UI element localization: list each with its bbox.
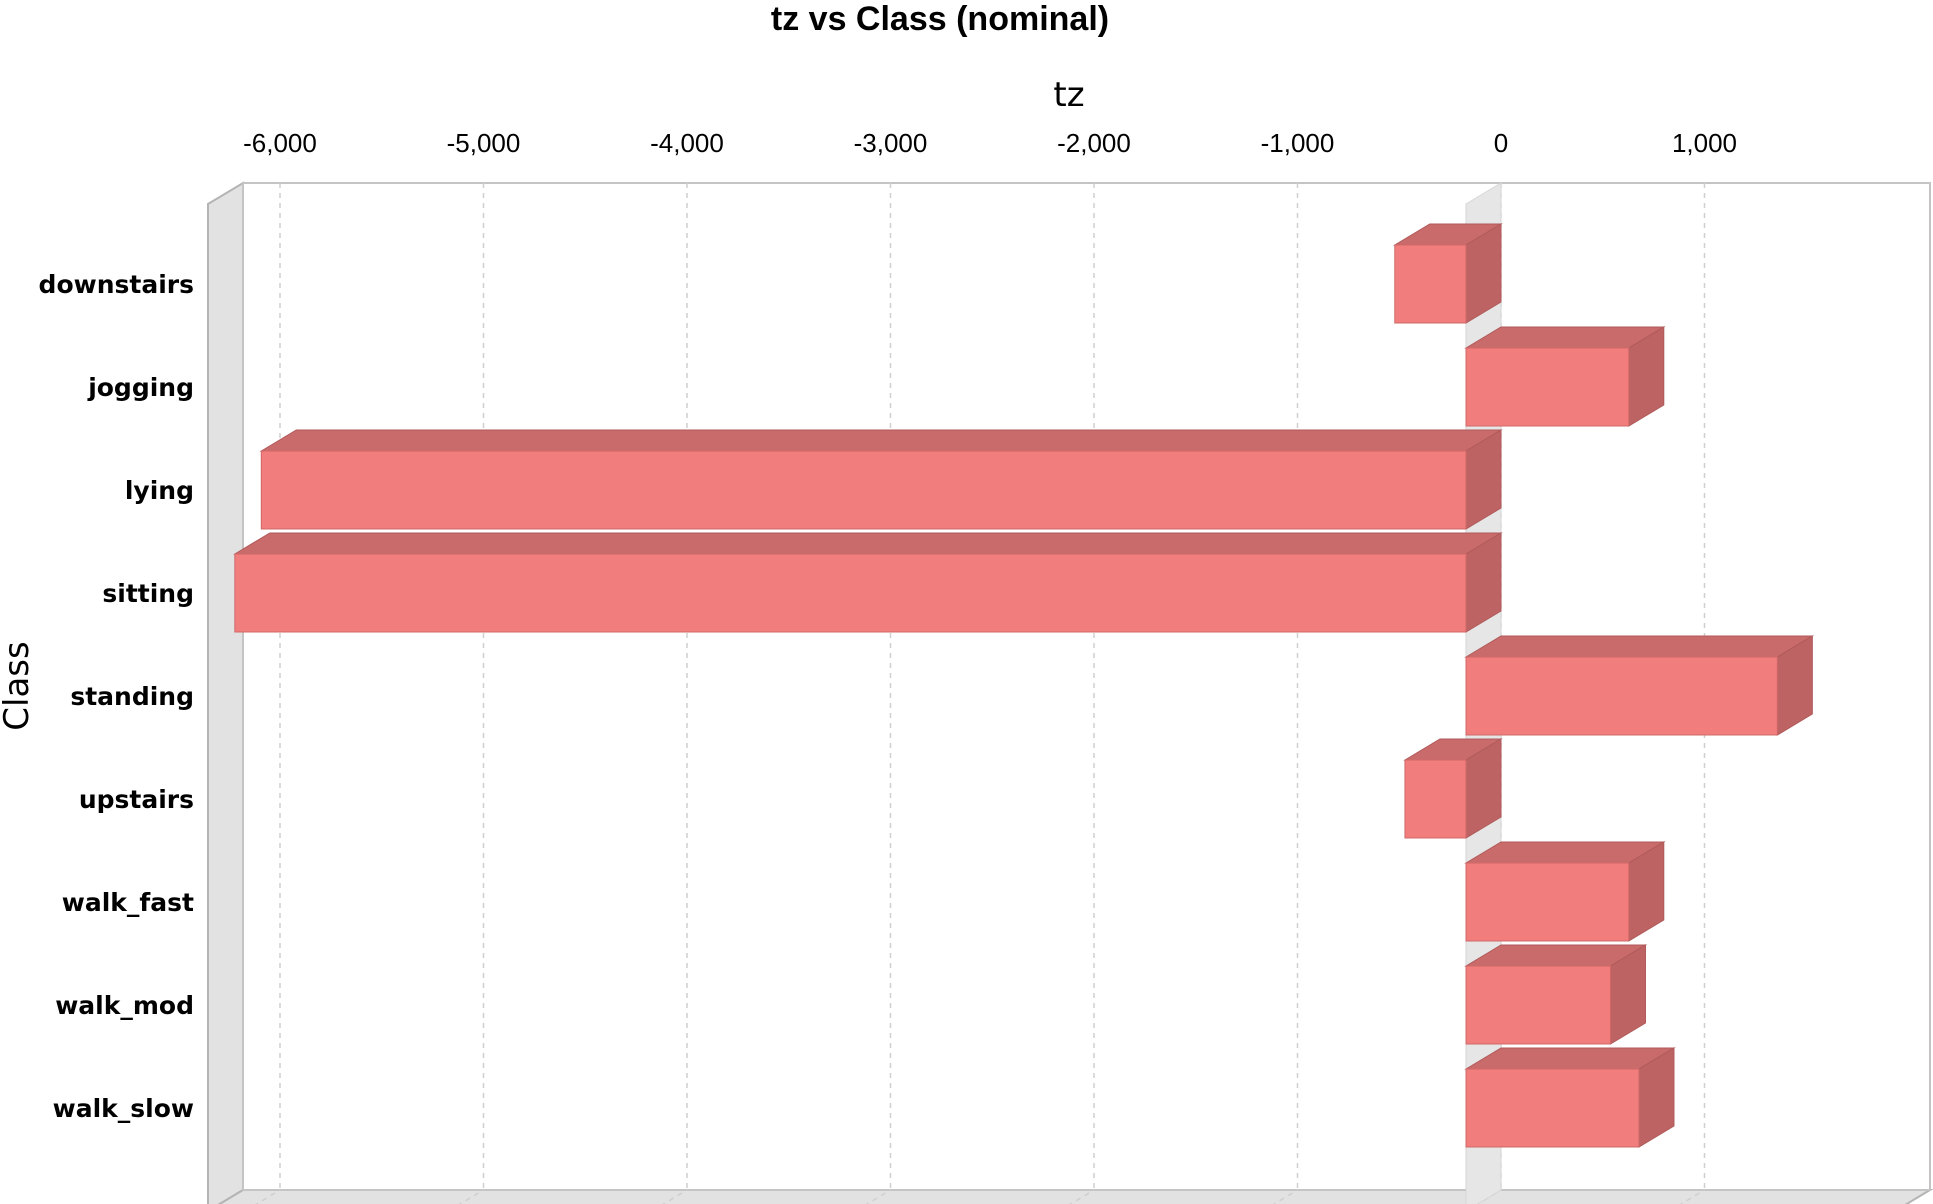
x-tick-label: -5,000 [447,128,521,158]
bar [1403,738,1503,839]
bar-front-face [1465,656,1778,736]
gridline-floor [1272,1189,1298,1204]
category-label: lying [125,476,194,505]
bar-front-face [1465,1068,1640,1148]
bar [1464,326,1666,427]
gridline-floor [1069,1189,1095,1204]
bar [259,429,1503,530]
category-label: walk_fast [62,888,194,917]
bar [1464,635,1815,736]
gridline-floor [255,1189,281,1204]
x-tick-label: -3,000 [854,128,928,158]
x-axis-title: tz [1053,75,1084,115]
bar-front-face [260,450,1467,530]
plot-floor [217,1189,1933,1204]
category-label: walk_mod [55,991,194,1020]
x-tick-label: 1,000 [1672,128,1737,158]
bar-front-face [1465,862,1630,942]
bar-front-face [1465,965,1611,1045]
x-axis-ticks: -6,000 -5,000 -4,000 -3,000 -2,000 -1,000 0 1,0… [243,128,1737,158]
bar-top-face [259,429,1503,452]
bar-top-face [233,532,1503,555]
bar-top-face [1464,635,1815,658]
category-label: walk_slow [53,1094,194,1123]
bar-front-face [1404,759,1467,839]
bar [233,532,1503,633]
plot-left-wall [207,181,244,1204]
category-label: standing [70,682,194,711]
category-label: sitting [102,579,194,608]
x-tick-label: -6,000 [243,128,317,158]
bar [1392,223,1503,324]
bar-front-face [1465,347,1630,427]
gridline-floor [662,1189,688,1204]
bar-top-face [1464,1047,1676,1070]
x-tick-label: -2,000 [1057,128,1131,158]
x-tick-label: 0 [1494,128,1508,158]
y-axis-categories: downstairs jogging lying sitting standing ups… [39,270,194,1123]
category-label: downstairs [39,270,194,299]
x-tick-label: -1,000 [1261,128,1335,158]
gridline-floor [1679,1189,1705,1204]
chart-title: tz vs Class (nominal) [771,0,1109,38]
bar [1464,944,1648,1045]
gridline-floor [865,1189,891,1204]
gridline-floor [458,1189,484,1204]
bar-front-face [1394,244,1467,324]
bars [233,223,1815,1148]
category-label: jogging [87,373,194,402]
bar [1464,1047,1676,1148]
bar-front-face [234,553,1467,633]
x-tick-label: -4,000 [650,128,724,158]
bar [1464,841,1666,942]
y-axis-title: Class [0,641,37,730]
category-label: upstairs [79,785,194,814]
